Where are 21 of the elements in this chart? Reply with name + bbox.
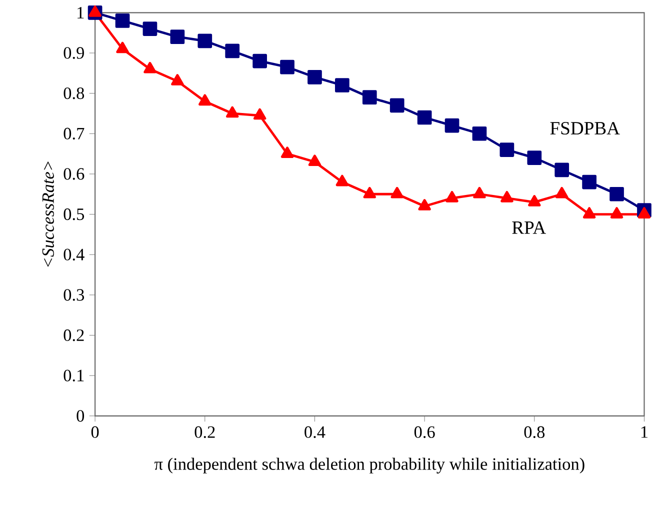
y-tick-label: 1 xyxy=(78,6,84,18)
y-tick-label: 0.4 xyxy=(64,248,84,260)
series-label: RPA xyxy=(512,221,546,234)
y-tick-label: 0.2 xyxy=(64,329,84,342)
x-tick-label: 0.4 xyxy=(304,426,326,438)
y-tick-label: 0.5 xyxy=(64,208,84,220)
series-label: FSDPBA xyxy=(550,122,620,135)
y-tick-label: 0 xyxy=(76,410,84,422)
y-tick-label: 0.3 xyxy=(64,289,84,301)
x-tick-label: 0 xyxy=(91,426,99,438)
x-tick-label: 1 xyxy=(641,426,648,438)
y-tick-label: 0.1 xyxy=(64,370,84,382)
x-tick-label: 0.2 xyxy=(194,426,215,438)
y-axis-title: <SuccessRate> xyxy=(42,162,54,267)
x-axis-title: π (independent schwa deletion probability while initialization) xyxy=(154,458,584,474)
x-tick-label: 0.6 xyxy=(414,426,435,438)
y-tick-label: 0.6 xyxy=(64,168,84,180)
x-tick-label: 0.8 xyxy=(524,426,545,438)
y-tick-label: 0.7 xyxy=(64,128,84,140)
y-tick-label: 0.9 xyxy=(64,47,84,59)
y-tick-label: 0.8 xyxy=(64,87,84,100)
